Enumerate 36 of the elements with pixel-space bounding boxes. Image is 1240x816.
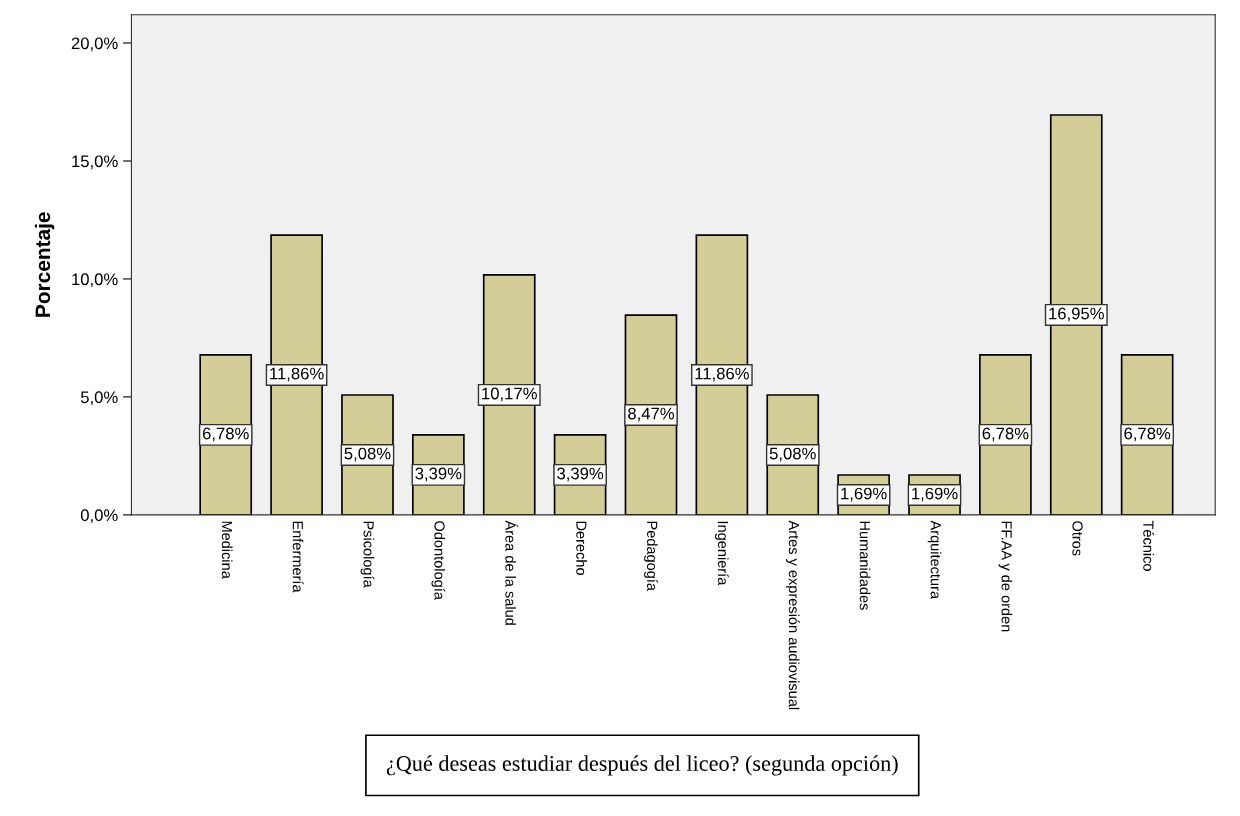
data-label: 10,17% (482, 387, 537, 402)
data-label: 1,69% (841, 487, 887, 502)
data-label: 6,78% (202, 427, 249, 442)
x-tick-label: Otros (1072, 521, 1083, 556)
y-tick-label: 20,0% (71, 37, 118, 52)
data-label: 16,95% (1049, 307, 1104, 322)
data-label: 11,86% (270, 367, 324, 382)
data-label: 5,08% (769, 447, 816, 462)
x-tick-label: Área de la salud (505, 520, 519, 625)
y-tick-label: 5,0% (80, 391, 118, 406)
x-tick-label: Medicina (221, 521, 233, 579)
x-tick-label: Arquitectura (927, 520, 942, 600)
x-tick-label: Artes y expresión audiovisual (785, 520, 800, 710)
x-tick-label: Derecho (576, 521, 587, 575)
y-tick-label: 0,0% (80, 509, 118, 524)
y-tick-label: 15,0% (72, 155, 118, 170)
x-tick-label: Humanidades (859, 521, 871, 610)
y-axis-title: Porcentaje (34, 212, 55, 317)
data-label: 6,78% (1124, 427, 1171, 442)
text: ¿Qué deseas estudiar después del liceo? (segunda opción) (386, 755, 898, 776)
x-tick-label: Psicología (360, 521, 375, 588)
data-label: 1,69% (912, 487, 958, 502)
y-tick-label: 10,0% (72, 273, 118, 288)
data-label: 11,86% (695, 367, 749, 382)
x-tick-label: FF.AA y de orden (998, 521, 1013, 632)
x-tick-label: Enfermería (292, 521, 304, 593)
data-label: 8,47% (628, 407, 675, 422)
data-label: 6,78% (982, 427, 1029, 442)
data-label: 5,08% (344, 447, 391, 462)
data-label: 3,39% (415, 467, 462, 482)
x-tick-label: Técnico (1143, 520, 1155, 571)
bar (624, 314, 678, 515)
x-tick-label: Odontología (431, 521, 446, 600)
x-tick-label: Ingeniería (714, 521, 729, 586)
x-tick-label: Pedagogía (644, 521, 658, 591)
data-label: 3,39% (557, 467, 604, 482)
